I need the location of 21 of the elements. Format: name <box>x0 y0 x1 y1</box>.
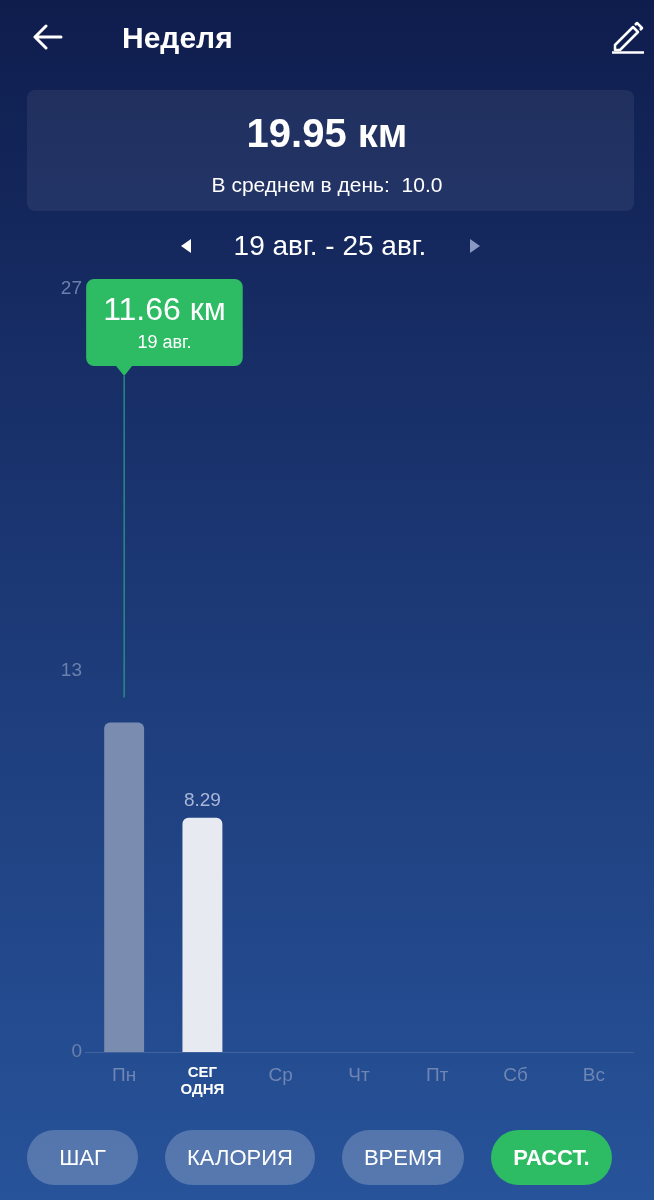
text: ВРЕМЯ <box>363 1144 443 1171</box>
x-tick-label: Пн <box>112 1063 137 1085</box>
chart-subtitle: 19 авг. - 25 авг. <box>232 229 428 263</box>
text: 19.95 км <box>245 110 409 156</box>
annotation: 11.66 км <box>103 290 226 327</box>
text: В среднем в день: 10.0 <box>210 172 444 198</box>
x-tick-label: Вс <box>582 1063 605 1085</box>
x-tick-label: Чт <box>348 1063 370 1085</box>
y-tick-label: 13 <box>60 658 82 680</box>
text: ШАГ <box>59 1144 106 1171</box>
y-tick-label: 27 <box>60 277 82 299</box>
text: КАЛОРИЯ <box>187 1144 293 1171</box>
data-label: 8.29 <box>183 789 221 811</box>
x-tick-label: Пт <box>426 1063 449 1085</box>
x-tick-label: Сб <box>503 1063 528 1085</box>
y-tick-label: 0 <box>71 1040 82 1062</box>
text: РАССТ. <box>513 1144 590 1171</box>
chart-title: Неделя <box>122 20 233 56</box>
x-tick-label: СЕГ ОДНЯ <box>180 1062 225 1098</box>
annotation: 19 авг. <box>137 331 192 352</box>
x-tick-label: Ср <box>268 1063 293 1085</box>
